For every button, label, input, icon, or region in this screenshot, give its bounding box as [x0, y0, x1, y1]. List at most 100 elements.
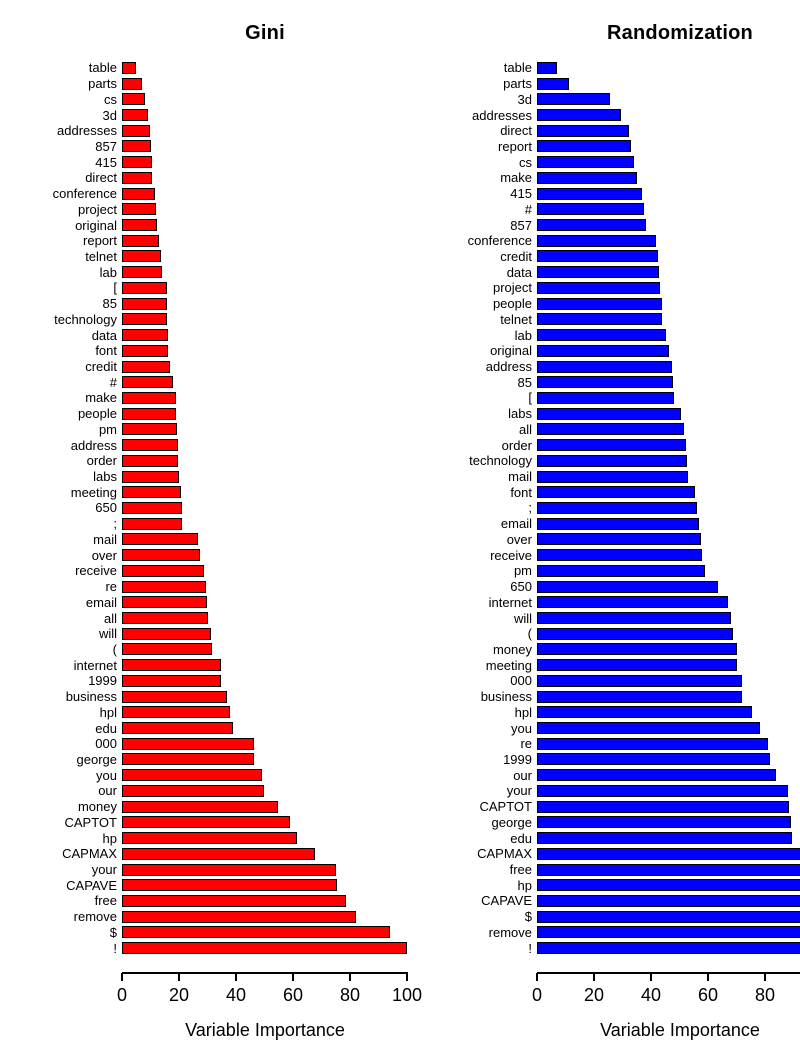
- bar-row: mail: [457, 469, 800, 485]
- randomization-x-axis-label: Variable Importance: [600, 1020, 760, 1040]
- bar: [122, 706, 230, 719]
- bar-row: order: [42, 453, 422, 469]
- bar: [537, 219, 646, 232]
- bar-row: [: [457, 390, 800, 406]
- bar-row: internet: [457, 594, 800, 610]
- bar-row: email: [42, 594, 422, 610]
- category-label: over: [506, 531, 532, 547]
- bar-row: 1999: [42, 673, 422, 689]
- category-label: technology: [469, 453, 532, 469]
- bar-row: lab: [457, 327, 800, 343]
- bar: [122, 187, 155, 200]
- bar: [122, 769, 262, 782]
- bar: [537, 250, 658, 263]
- bar: [537, 501, 698, 514]
- category-label: re: [520, 736, 532, 752]
- axis-line: [537, 972, 800, 974]
- bar: [122, 360, 171, 373]
- bar: [122, 942, 407, 955]
- bar-row: 650: [457, 579, 800, 595]
- bar-row: credit: [457, 249, 800, 265]
- category-label: (: [527, 626, 532, 642]
- category-label: 1999: [503, 751, 532, 767]
- bar: [122, 847, 315, 860]
- bar: [537, 800, 790, 813]
- bar: [122, 674, 222, 687]
- bar: [122, 926, 390, 939]
- gini-x-axis: 0 20 40 60 80 100: [117, 972, 422, 1012]
- bar-row: ;: [42, 516, 422, 532]
- category-label: 000: [510, 673, 532, 689]
- bar: [537, 423, 685, 436]
- bar: [537, 329, 666, 342]
- bar-row: make: [42, 390, 422, 406]
- bar-row: pm: [42, 422, 422, 438]
- axis-tick-label: 40: [225, 985, 247, 1005]
- bar-row: people: [42, 406, 422, 422]
- bar-row: your: [42, 862, 422, 878]
- bar-row: free: [42, 893, 422, 909]
- axis-tick: [121, 973, 123, 981]
- bar: [537, 722, 760, 735]
- bar-row: business: [457, 689, 800, 705]
- bar: [122, 816, 291, 829]
- category-label: (: [112, 641, 117, 657]
- bar: [537, 187, 642, 200]
- category-label: ;: [113, 516, 117, 532]
- category-label: 415: [95, 154, 117, 170]
- bar: [537, 124, 630, 137]
- bar-row: telnet: [457, 312, 800, 328]
- category-label: order: [86, 453, 117, 469]
- bar: [122, 140, 151, 153]
- bar: [122, 612, 209, 625]
- category-label: lab: [514, 327, 532, 343]
- category-label: CAPTOT: [479, 799, 533, 815]
- category-label: make: [500, 170, 532, 186]
- bar: [537, 564, 706, 577]
- category-label: all: [103, 610, 117, 626]
- category-label: direct: [85, 170, 117, 186]
- category-label: 1999: [88, 673, 117, 689]
- bar-row: meeting: [457, 657, 800, 673]
- bar-row: all: [457, 422, 800, 438]
- category-label: people: [77, 406, 117, 422]
- bar: [537, 454, 688, 467]
- category-label: #: [524, 201, 532, 217]
- bar: [537, 266, 659, 279]
- bar: [122, 784, 264, 797]
- bar: [537, 486, 696, 499]
- category-label: our: [513, 767, 532, 783]
- category-label: project: [77, 201, 117, 217]
- category-label: make: [85, 390, 117, 406]
- bar: [537, 140, 632, 153]
- bar-row: table: [42, 60, 422, 76]
- bar-row: direct: [42, 170, 422, 186]
- bar-row: conference: [457, 233, 800, 249]
- bar: [122, 486, 181, 499]
- category-label: business: [65, 689, 117, 705]
- bar: [122, 643, 213, 656]
- category-label: pm: [513, 563, 532, 579]
- axis-tick: [536, 973, 538, 981]
- bar-row: credit: [42, 359, 422, 375]
- category-label: data: [506, 264, 532, 280]
- bar: [122, 171, 153, 184]
- bar: [537, 297, 662, 310]
- bar-row: [: [42, 280, 422, 296]
- bar: [537, 549, 702, 562]
- category-label: hp: [517, 877, 532, 893]
- category-label: CAPMAX: [62, 846, 117, 862]
- bar-row: order: [457, 437, 800, 453]
- axis-tick-label: 100: [391, 985, 423, 1005]
- bar-row: 3d: [42, 107, 422, 123]
- bar-row: mail: [42, 532, 422, 548]
- bar: [122, 894, 347, 907]
- bar: [537, 203, 645, 216]
- category-label: original: [75, 217, 117, 233]
- bar: [537, 281, 660, 294]
- bar: [537, 690, 743, 703]
- bar: [122, 549, 201, 562]
- bar-row: labs: [42, 469, 422, 485]
- bar-row: re: [457, 736, 800, 752]
